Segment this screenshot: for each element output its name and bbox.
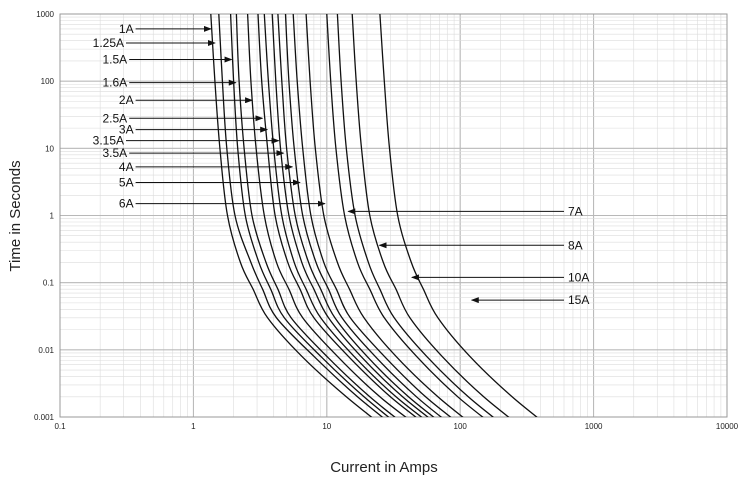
x-tick-label: 1000 — [585, 422, 603, 431]
series-curve-2A — [246, 14, 407, 417]
series-curve-8A — [336, 14, 495, 417]
series-label-2.5A: 2.5A — [103, 111, 128, 125]
x-tick-label: 0.1 — [54, 422, 66, 431]
x-tick-label: 10 — [322, 422, 331, 431]
series-curve-1.25A — [218, 14, 384, 417]
y-tick-labels: 0.001 0.01 0.1 1 10 100 1000 — [34, 10, 55, 422]
y-tick-label: 1000 — [36, 10, 54, 19]
series-curve-1.6A — [235, 14, 396, 417]
x-tick-label: 1 — [191, 422, 196, 431]
series-curve-7A — [326, 14, 484, 417]
series-label-8A: 8A — [568, 238, 583, 252]
series-label-1.6A: 1.6A — [103, 76, 128, 90]
series-label-1.25A: 1.25A — [93, 36, 124, 50]
series-label-7A: 7A — [568, 204, 583, 218]
series-label-1.5A: 1.5A — [103, 53, 128, 67]
series-curve-1.5A — [229, 14, 390, 417]
y-tick-label: 0.01 — [38, 346, 54, 355]
series-label-2A: 2A — [119, 93, 134, 107]
y-tick-label: 0.001 — [34, 413, 55, 422]
series-curve-15A — [379, 14, 538, 417]
series-label-15A: 15A — [568, 293, 589, 307]
y-tick-label: 1 — [50, 212, 55, 221]
x-tick-labels: 0.1 1 10 100 1000 10000 — [54, 422, 738, 431]
x-tick-label: 10000 — [716, 422, 739, 431]
series-label-1A: 1A — [119, 22, 134, 36]
chart-grid — [59, 13, 728, 418]
series-curve-2.5A — [257, 14, 417, 417]
series-curve-10A — [351, 14, 510, 417]
series-curve-3.5A — [277, 14, 435, 417]
series-label-4A: 4A — [119, 160, 134, 174]
series-curve-6A — [305, 14, 464, 417]
series-label-10A: 10A — [568, 270, 589, 284]
y-tick-label: 0.1 — [43, 279, 55, 288]
series-curve-1A — [210, 14, 373, 417]
series-label-5A: 5A — [119, 175, 134, 189]
y-axis-title: Time in Seconds — [7, 160, 24, 271]
series-curves — [210, 14, 538, 417]
series-curve-3A — [263, 14, 423, 417]
series-curve-4A — [284, 14, 443, 417]
x-axis-title: Current in Amps — [330, 459, 438, 476]
series-curve-5A — [292, 14, 452, 417]
series-label-3.15A: 3.15A — [93, 134, 124, 148]
y-tick-label: 100 — [41, 77, 55, 86]
y-tick-label: 10 — [45, 144, 54, 153]
plot-frame — [59, 13, 728, 418]
x-tick-label: 100 — [454, 422, 468, 431]
series-label-6A: 6A — [119, 197, 134, 211]
series-curve-3.15A — [271, 14, 429, 417]
series-label-3A: 3A — [119, 123, 134, 137]
series-label-3.5A: 3.5A — [103, 146, 128, 160]
